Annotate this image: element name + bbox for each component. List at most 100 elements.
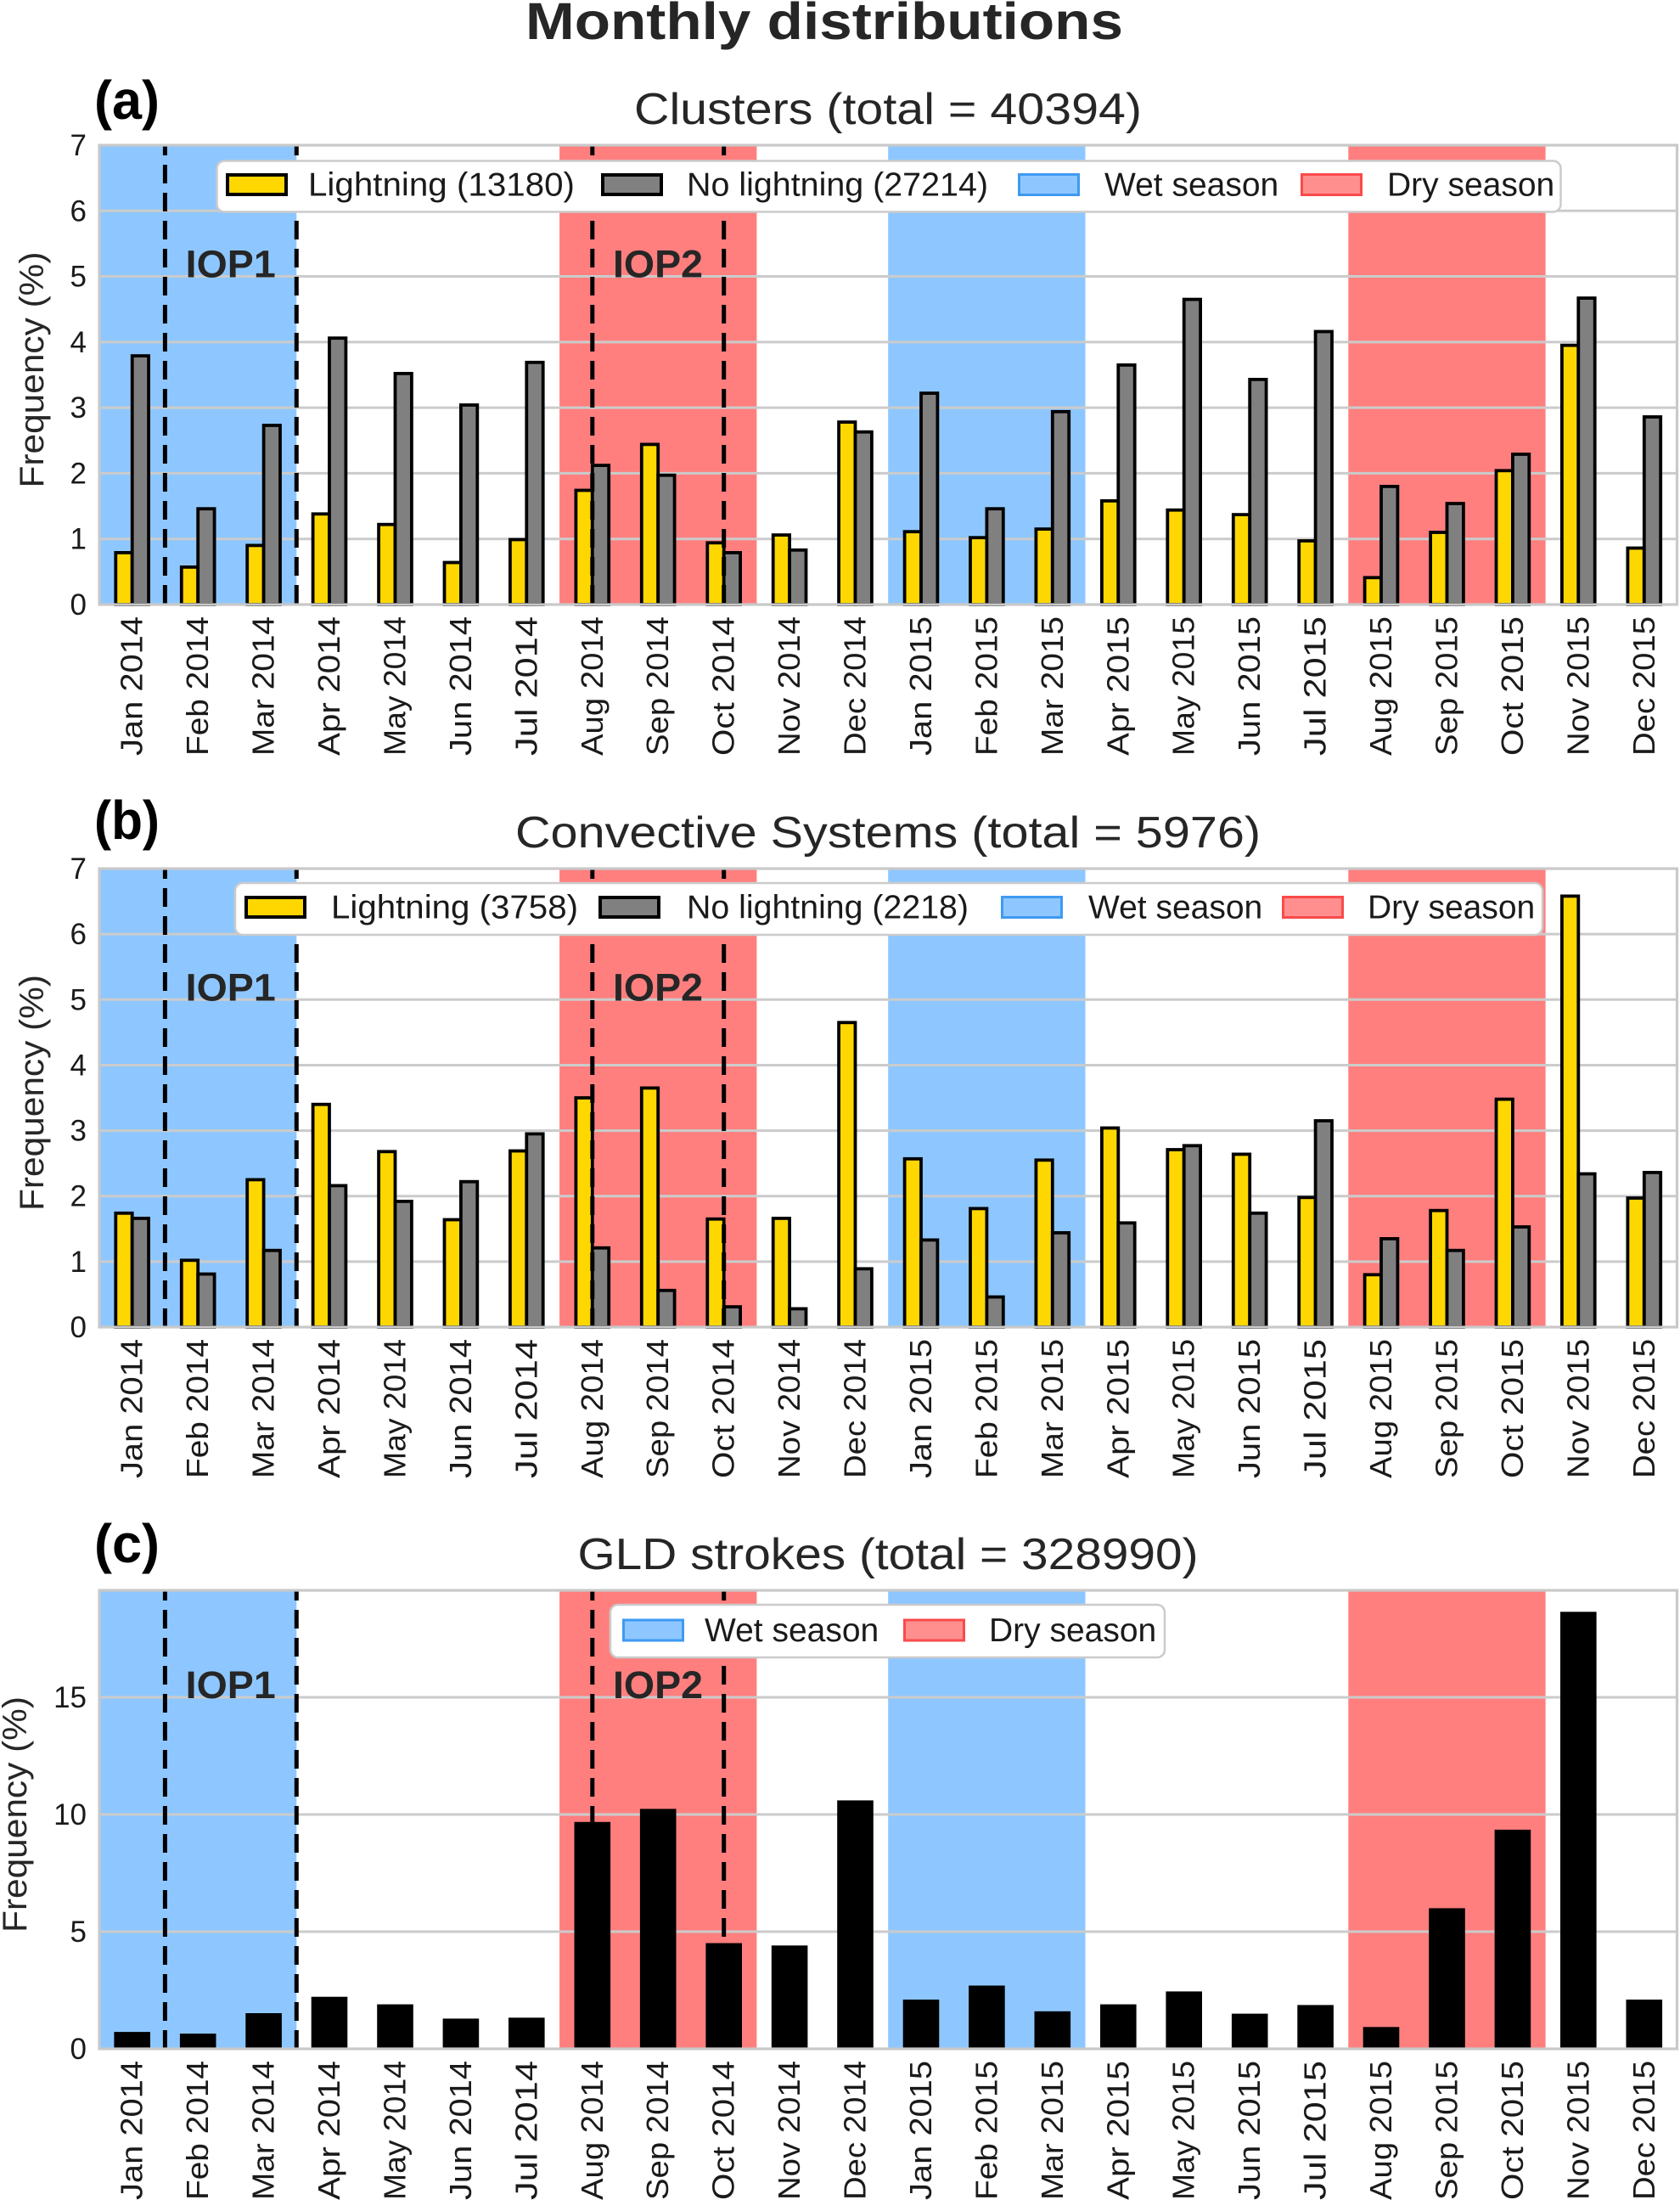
svg-text:Jul 2014: Jul 2014 <box>508 616 543 756</box>
svg-text:Jun 2015: Jun 2015 <box>1232 616 1267 756</box>
svg-text:Feb 2014: Feb 2014 <box>180 616 215 756</box>
svg-text:Frequency (%): Frequency (%) <box>0 1696 34 1933</box>
svg-text:Mar 2014: Mar 2014 <box>246 616 281 756</box>
svg-text:Dec 2014: Dec 2014 <box>838 1339 873 1478</box>
svg-text:Mar 2015: Mar 2015 <box>1035 1339 1070 1478</box>
svg-text:10: 10 <box>53 1798 87 1831</box>
svg-text:Jan 2015: Jan 2015 <box>903 2061 938 2200</box>
svg-text:Feb 2014: Feb 2014 <box>180 1339 215 1478</box>
svg-text:Feb 2015: Feb 2015 <box>969 1339 1003 1478</box>
svg-text:4: 4 <box>70 326 87 359</box>
svg-text:Wet season: Wet season <box>1088 890 1262 926</box>
svg-text:No lightning (2218): No lightning (2218) <box>687 890 969 926</box>
svg-text:Oct 2015: Oct 2015 <box>1495 1339 1530 1478</box>
svg-text:Nov 2015: Nov 2015 <box>1560 1339 1595 1478</box>
svg-text:Aug 2014: Aug 2014 <box>575 616 610 756</box>
svg-text:Oct 2015: Oct 2015 <box>1495 2061 1530 2200</box>
svg-text:Jun 2015: Jun 2015 <box>1232 2061 1267 2200</box>
svg-text:Dec 2014: Dec 2014 <box>838 616 873 756</box>
svg-text:Sep 2015: Sep 2015 <box>1430 616 1464 756</box>
svg-text:6: 6 <box>70 918 87 951</box>
svg-text:Jul 2015: Jul 2015 <box>1298 2061 1333 2200</box>
svg-text:Dec 2014: Dec 2014 <box>838 2061 873 2200</box>
svg-text:Mar 2014: Mar 2014 <box>246 1339 281 1478</box>
svg-text:Monthly distributions: Monthly distributions <box>525 0 1123 50</box>
svg-text:3: 3 <box>70 391 87 425</box>
svg-text:Jan 2014: Jan 2014 <box>115 616 149 756</box>
svg-text:Jul 2015: Jul 2015 <box>1298 616 1333 756</box>
svg-text:Apr 2014: Apr 2014 <box>312 616 346 756</box>
svg-text:Aug 2015: Aug 2015 <box>1363 2061 1398 2200</box>
svg-text:Jun 2015: Jun 2015 <box>1232 1339 1267 1478</box>
svg-text:Nov 2014: Nov 2014 <box>772 616 806 756</box>
svg-text:(a): (a) <box>94 70 160 131</box>
svg-text:May 2015: May 2015 <box>1166 616 1201 756</box>
svg-text:Dry season: Dry season <box>1387 167 1554 204</box>
svg-text:2: 2 <box>70 1180 87 1213</box>
svg-text:Mar 2015: Mar 2015 <box>1035 2061 1070 2200</box>
svg-text:4: 4 <box>70 1049 87 1082</box>
svg-text:Oct 2015: Oct 2015 <box>1495 616 1530 756</box>
svg-text:Dec 2015: Dec 2015 <box>1627 1339 1661 1478</box>
svg-text:Wet season: Wet season <box>1104 167 1278 204</box>
svg-text:Frequency (%): Frequency (%) <box>14 252 51 488</box>
svg-text:0: 0 <box>70 588 87 622</box>
svg-text:Apr 2015: Apr 2015 <box>1100 2061 1135 2200</box>
svg-text:IOP1: IOP1 <box>186 1663 276 1707</box>
svg-text:IOP2: IOP2 <box>613 965 703 1009</box>
svg-text:IOP1: IOP1 <box>186 243 276 286</box>
svg-text:Nov 2014: Nov 2014 <box>772 2061 806 2200</box>
svg-text:15: 15 <box>53 1681 87 1714</box>
svg-text:Wet season: Wet season <box>705 1612 879 1649</box>
svg-text:IOP2: IOP2 <box>613 243 703 286</box>
svg-text:Jul 2014: Jul 2014 <box>508 1339 543 1478</box>
svg-text:0: 0 <box>70 1311 87 1344</box>
svg-text:Apr 2014: Apr 2014 <box>312 2061 346 2200</box>
svg-text:May 2014: May 2014 <box>378 616 413 756</box>
svg-text:Apr 2015: Apr 2015 <box>1100 616 1135 756</box>
svg-text:May 2015: May 2015 <box>1166 1339 1201 1478</box>
svg-text:Convective Systems (total = 59: Convective Systems (total = 5976) <box>515 808 1261 858</box>
svg-text:Mar 2014: Mar 2014 <box>246 2061 281 2200</box>
svg-text:Nov 2015: Nov 2015 <box>1560 616 1595 756</box>
svg-text:5: 5 <box>70 983 87 1016</box>
svg-text:Jul 2015: Jul 2015 <box>1298 1339 1333 1478</box>
svg-text:Lightning (13180): Lightning (13180) <box>308 167 575 204</box>
svg-text:Mar 2015: Mar 2015 <box>1035 616 1070 756</box>
svg-text:2: 2 <box>70 457 87 490</box>
svg-text:IOP2: IOP2 <box>613 1663 703 1707</box>
svg-text:May 2014: May 2014 <box>378 2061 413 2200</box>
svg-text:Aug 2015: Aug 2015 <box>1363 616 1398 756</box>
svg-text:Jan 2014: Jan 2014 <box>115 1339 149 1478</box>
svg-text:Jan 2015: Jan 2015 <box>903 1339 938 1478</box>
svg-text:Oct 2014: Oct 2014 <box>706 2061 741 2200</box>
svg-text:Oct 2014: Oct 2014 <box>706 1339 741 1478</box>
svg-text:Jun 2014: Jun 2014 <box>443 1339 478 1478</box>
svg-text:(b): (b) <box>94 790 160 851</box>
svg-text:Jan 2014: Jan 2014 <box>115 2061 149 2200</box>
svg-text:(c): (c) <box>94 1513 160 1574</box>
svg-text:Dry season: Dry season <box>1368 890 1535 926</box>
svg-text:Sep 2014: Sep 2014 <box>640 616 675 756</box>
svg-text:GLD strokes (total = 328990): GLD strokes (total = 328990) <box>578 1530 1199 1579</box>
svg-text:5: 5 <box>70 1916 87 1949</box>
svg-text:3: 3 <box>70 1115 87 1148</box>
svg-text:Sep 2015: Sep 2015 <box>1430 2061 1464 2200</box>
svg-text:7: 7 <box>70 852 87 886</box>
svg-text:Jan 2015: Jan 2015 <box>903 616 938 756</box>
svg-text:Feb 2015: Feb 2015 <box>969 616 1003 756</box>
svg-text:Dec 2015: Dec 2015 <box>1627 2061 1661 2200</box>
svg-text:6: 6 <box>70 194 87 228</box>
svg-text:Oct 2014: Oct 2014 <box>706 616 741 756</box>
svg-text:Feb 2015: Feb 2015 <box>969 2061 1003 2200</box>
svg-text:Apr 2015: Apr 2015 <box>1100 1339 1135 1478</box>
svg-text:Dec 2015: Dec 2015 <box>1627 616 1661 756</box>
svg-text:Feb 2014: Feb 2014 <box>180 2061 215 2200</box>
svg-text:IOP1: IOP1 <box>186 965 276 1009</box>
svg-text:Frequency (%): Frequency (%) <box>14 975 51 1211</box>
svg-text:Sep 2014: Sep 2014 <box>640 2061 675 2200</box>
svg-text:No lightning (27214): No lightning (27214) <box>687 167 988 204</box>
svg-text:Jun 2014: Jun 2014 <box>443 616 478 756</box>
svg-text:Sep 2014: Sep 2014 <box>640 1339 675 1478</box>
svg-text:Jul 2014: Jul 2014 <box>508 2061 543 2200</box>
